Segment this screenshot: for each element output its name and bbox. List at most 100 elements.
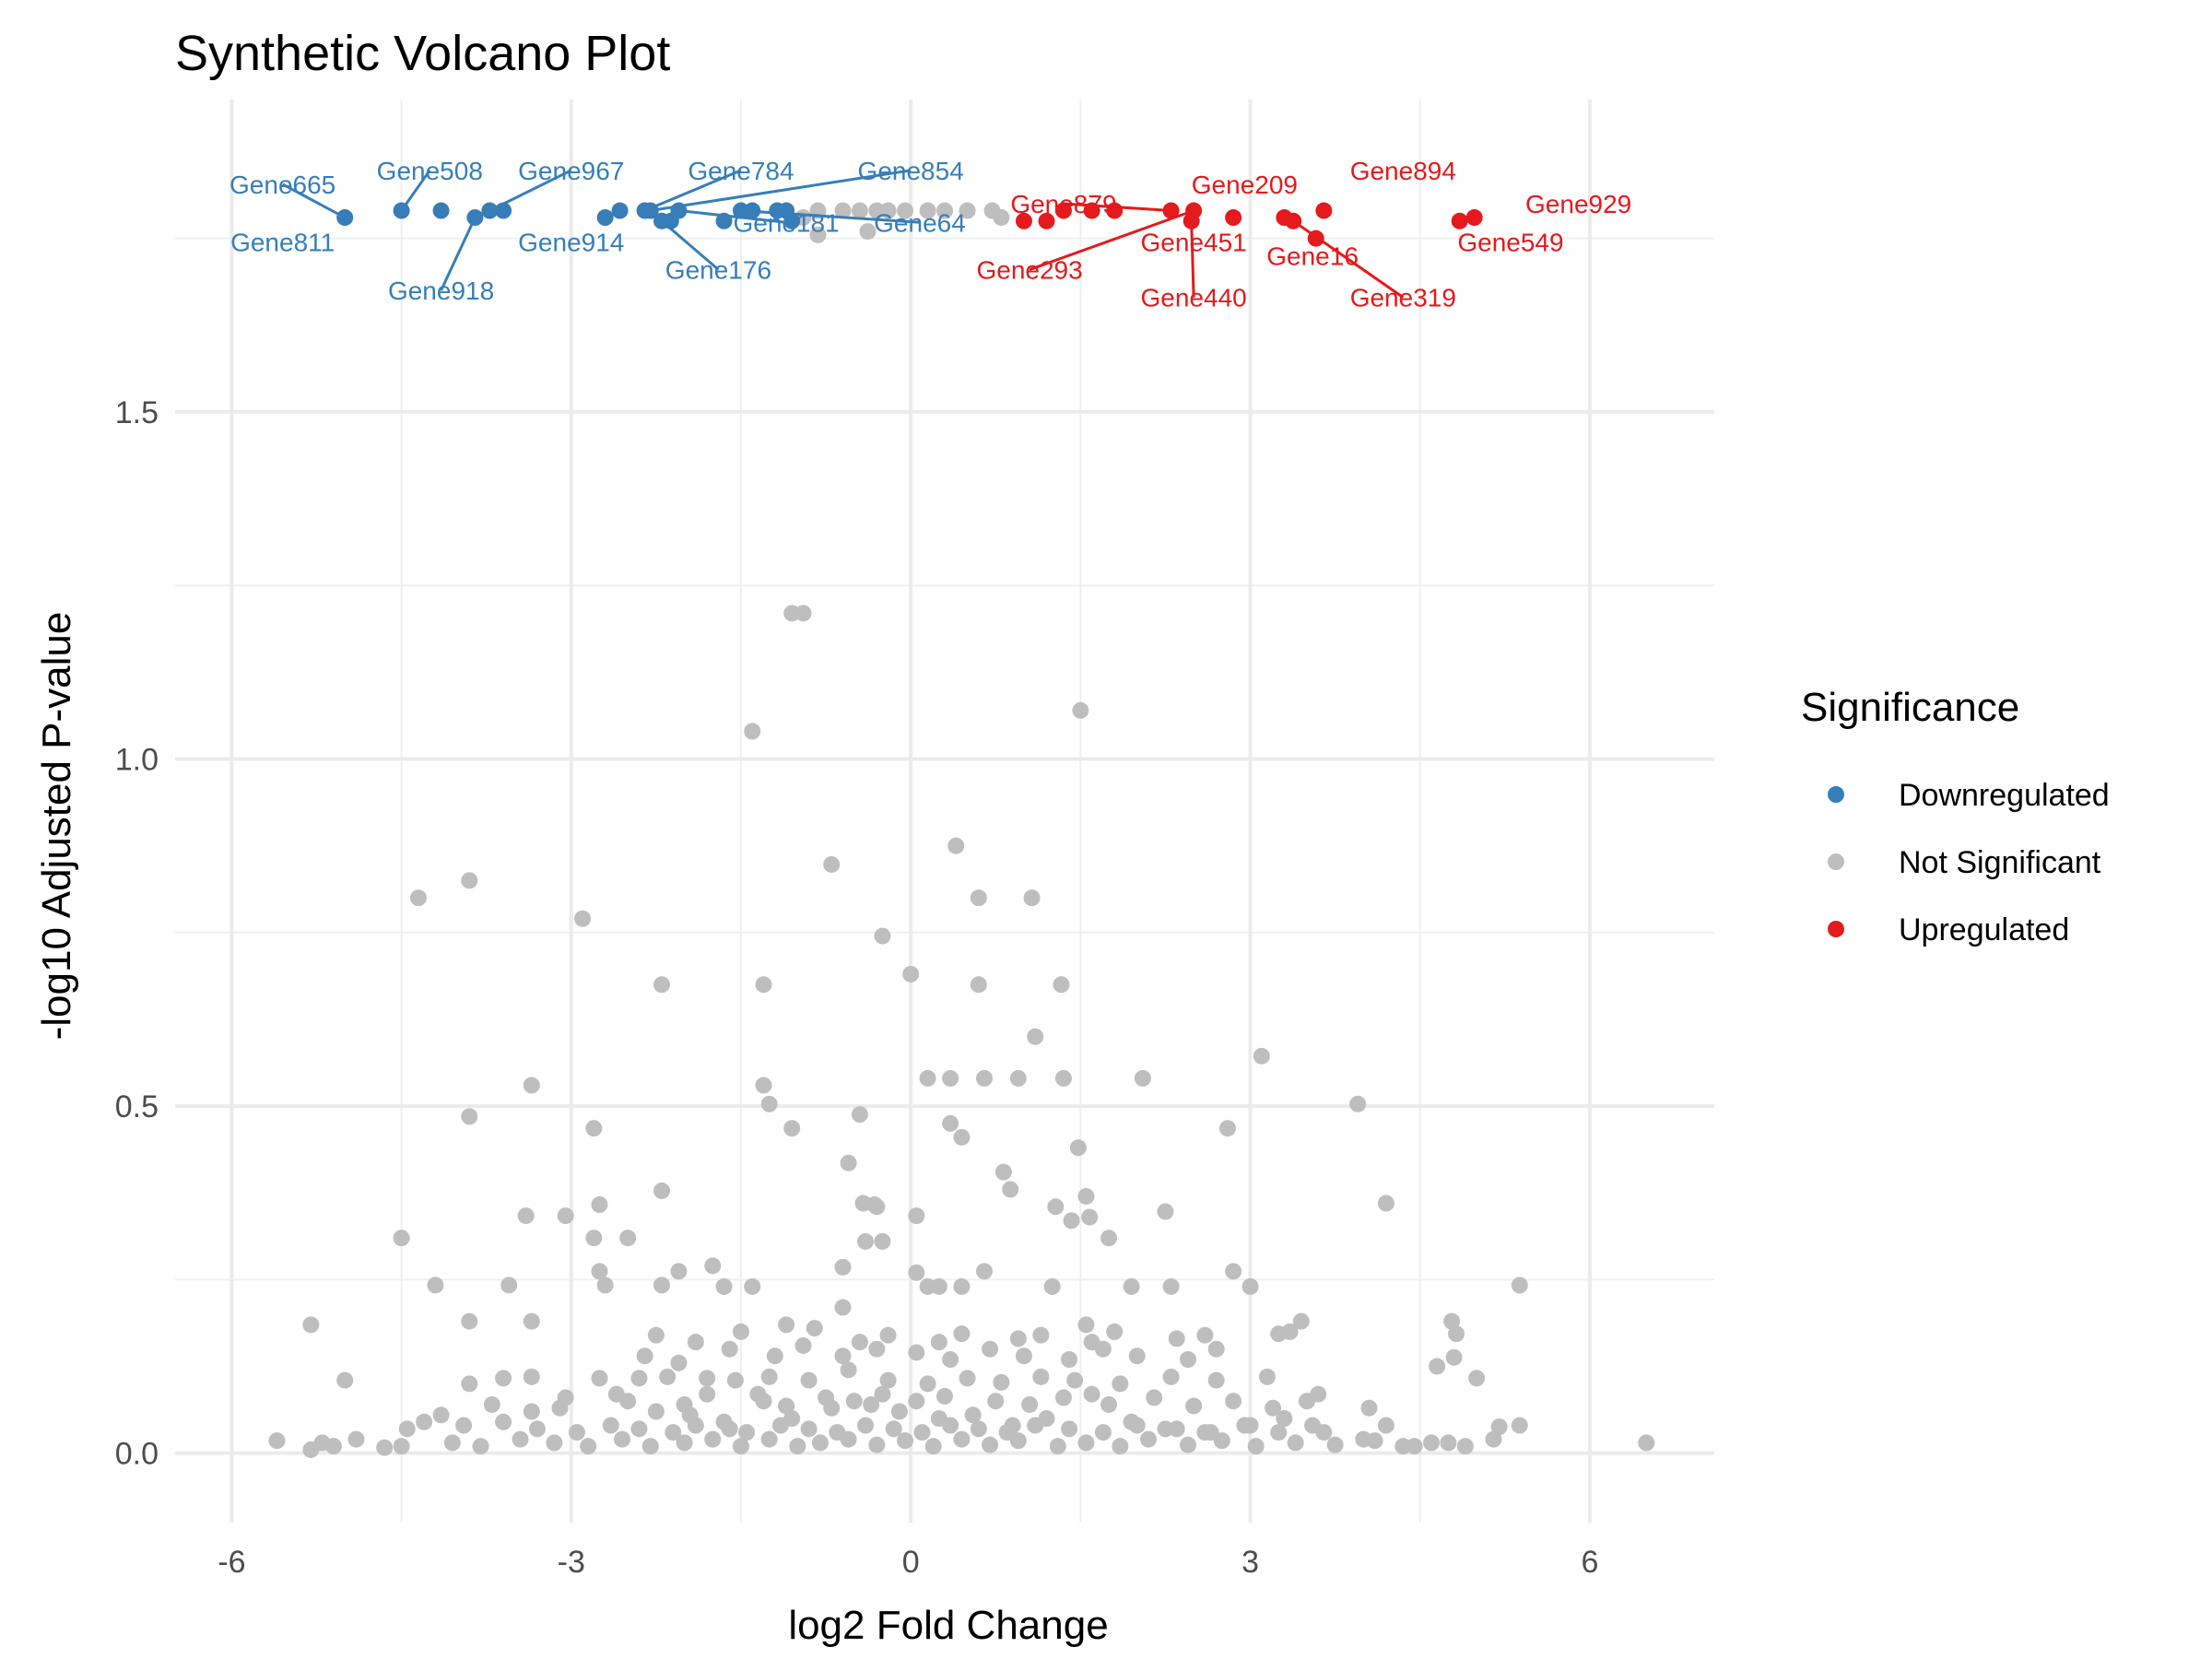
point-not-significant [398, 1420, 416, 1438]
point-not-significant [1032, 1368, 1050, 1385]
gene-label-leader-line [400, 169, 431, 212]
point-not-significant [919, 1375, 936, 1393]
point-not-significant [591, 1196, 608, 1214]
point-upregulated [1451, 212, 1468, 229]
point-not-significant [1027, 1417, 1044, 1434]
legend-label: Not Significant [1899, 845, 2101, 880]
point-not-significant [953, 1325, 971, 1343]
point-not-significant [715, 1277, 733, 1295]
point-not-significant [1406, 1438, 1423, 1455]
gene-label: Gene929 [1525, 190, 1631, 218]
point-not-significant [416, 1413, 433, 1430]
point-not-significant [410, 889, 428, 907]
gene-label: Gene894 [1350, 157, 1456, 185]
point-not-significant [596, 1277, 614, 1294]
y-tick-label: 0.0 [115, 1437, 159, 1472]
point-not-significant [591, 1263, 608, 1280]
point-not-significant [879, 202, 897, 219]
point-not-significant [975, 1263, 993, 1280]
gene-label-leader-line [644, 169, 742, 212]
point-downregulated [783, 212, 801, 229]
point-downregulated [596, 209, 614, 227]
point-not-significant [1069, 1139, 1087, 1157]
point-not-significant [908, 1393, 925, 1410]
point-not-significant [919, 202, 936, 219]
point-not-significant [568, 1424, 585, 1441]
point-not-significant [1027, 1028, 1044, 1045]
point-not-significant [721, 1420, 738, 1438]
point-not-significant [670, 1354, 688, 1371]
annotation-layer: Gene665 Gene811 Gene508 Gene918 Gene967 Gene9… [229, 157, 1631, 312]
point-not-significant [1146, 1389, 1163, 1406]
point-not-significant [982, 1340, 999, 1358]
point-not-significant [993, 1373, 1010, 1391]
point-upregulated [1315, 202, 1333, 219]
point-not-significant [913, 1424, 931, 1441]
point-not-significant [851, 1334, 868, 1351]
point-not-significant [834, 1258, 852, 1276]
point-not-significant [653, 1182, 671, 1199]
gene-label-leader-line [281, 182, 346, 219]
point-not-significant [1023, 889, 1041, 907]
x-tick-label: -3 [558, 1545, 585, 1580]
point-not-significant [964, 1406, 982, 1424]
point-not-significant [630, 1420, 648, 1438]
point-downregulated [432, 202, 450, 219]
point-not-significant [302, 1316, 320, 1334]
gene-label-leader-line [661, 219, 720, 271]
legend-key-downregulated [1828, 786, 1844, 803]
point-not-significant [1180, 1436, 1197, 1453]
point-not-significant [1168, 1420, 1185, 1438]
point-not-significant [908, 1344, 925, 1361]
point-not-significant [970, 889, 987, 907]
point-not-significant [1002, 1181, 1019, 1198]
point-not-significant [760, 1430, 778, 1448]
legend-label: Downregulated [1899, 778, 2110, 813]
point-not-significant [1366, 1432, 1383, 1450]
point-not-significant [1083, 1385, 1100, 1403]
point-not-significant [676, 1395, 693, 1413]
point-not-significant [1456, 1438, 1474, 1455]
point-not-significant [890, 1403, 908, 1420]
point-not-significant [953, 1430, 971, 1448]
y-axis-title: -log10 Adjusted P-value [34, 612, 79, 1041]
point-not-significant [393, 1438, 410, 1455]
point-not-significant [557, 1207, 574, 1225]
x-tick-label: 6 [1581, 1545, 1598, 1580]
point-not-significant [998, 1424, 1016, 1441]
point-not-significant [885, 1420, 902, 1438]
point-not-significant [1054, 1069, 1072, 1087]
point-not-significant [523, 1077, 540, 1094]
point-not-significant [930, 1334, 947, 1351]
gene-label-leader-line [678, 209, 787, 224]
gene-label: Gene319 [1350, 284, 1456, 312]
point-not-significant [919, 1069, 936, 1087]
point-not-significant [1304, 1417, 1322, 1434]
point-not-significant [602, 1417, 619, 1434]
y-tick-label: 1.0 [115, 743, 159, 778]
point-not-significant [704, 1430, 722, 1448]
point-not-significant [1162, 1277, 1180, 1295]
point-not-significant [324, 1438, 342, 1455]
point-not-significant [1100, 1395, 1118, 1413]
point-not-significant [1247, 1438, 1265, 1455]
point-not-significant [1081, 1208, 1099, 1226]
point-not-significant [1638, 1434, 1655, 1452]
point-not-significant [982, 1436, 999, 1453]
point-not-significant [1180, 1351, 1197, 1369]
point-not-significant [1054, 1389, 1072, 1406]
x-tick-label: -6 [218, 1545, 245, 1580]
point-not-significant [760, 1368, 778, 1385]
point-not-significant [942, 1417, 959, 1434]
point-not-significant [744, 723, 761, 740]
point-not-significant [794, 1336, 812, 1354]
point-not-significant [1349, 1095, 1367, 1112]
point-not-significant [1292, 1312, 1310, 1330]
point-not-significant [1112, 1375, 1129, 1393]
point-downregulated [611, 202, 629, 219]
gene-label: Gene914 [518, 228, 624, 256]
point-not-significant [732, 1438, 749, 1455]
gene-label: Gene967 [518, 157, 624, 185]
